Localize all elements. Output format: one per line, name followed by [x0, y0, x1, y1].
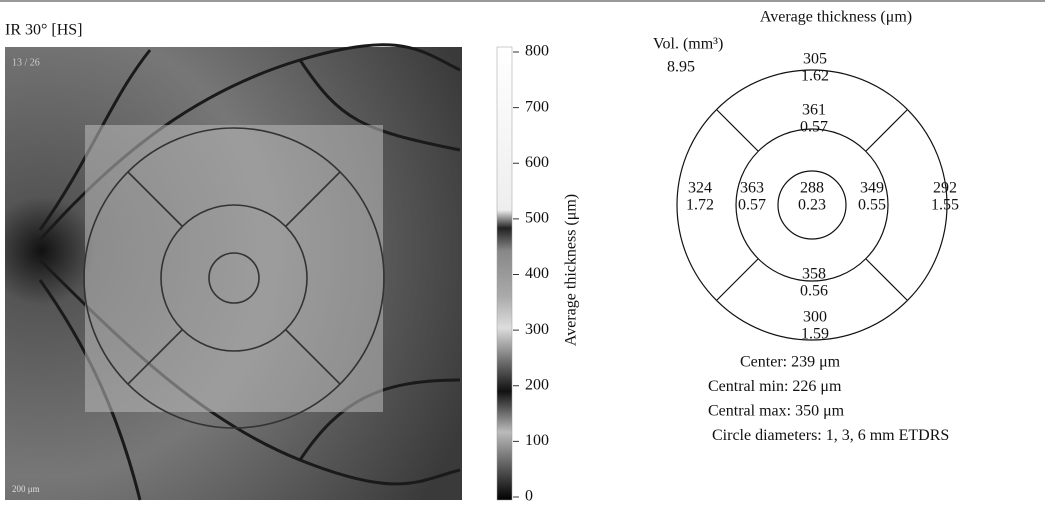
sector-thickness: 363 — [740, 180, 764, 197]
colorbar-tick-label: 600 — [525, 154, 549, 171]
sector-thickness: 305 — [803, 51, 827, 68]
sector-thickness: 292 — [933, 180, 957, 197]
sector-volume: 0.23 — [798, 197, 826, 214]
sector-thickness: 288 — [800, 180, 824, 197]
note: Circle diameters: 1, 3, 6 mm ETDRS — [712, 427, 949, 444]
colorbar-tick-label: 800 — [525, 43, 549, 60]
sector-thickness: 358 — [802, 266, 826, 283]
colorbar-tick-label: 0 — [525, 488, 533, 505]
scan-area — [85, 125, 383, 412]
frame-number: 13 / 26 — [12, 57, 40, 68]
sector-thickness: 349 — [860, 180, 884, 197]
sector-volume: 1.55 — [931, 197, 959, 214]
colorbar-tick-label: 200 — [525, 376, 549, 393]
colorbar-tick-label: 100 — [525, 432, 549, 449]
colorbar-tick-label: 300 — [525, 321, 549, 338]
volume-label: Vol. (mm³) — [653, 36, 723, 53]
sector-volume: 0.57 — [738, 197, 766, 214]
image-title: IR 30° [HS] — [5, 22, 83, 39]
sector-volume: 0.57 — [800, 119, 828, 136]
note: Central min: 226 μm — [708, 378, 842, 395]
note: Center: 239 μm — [740, 354, 841, 371]
sector-volume: 0.55 — [858, 197, 886, 214]
grid-title: Average thickness (μm) — [760, 9, 912, 26]
sector-volume: 1.59 — [801, 326, 829, 343]
sector-volume: 1.72 — [686, 197, 714, 214]
sector-thickness: 324 — [688, 180, 712, 197]
report: IR 30° [HS] 13 / 26 200 μm 0 100 200 300 400… — [0, 0, 1045, 505]
colorbar-tick-label: 700 — [525, 98, 549, 115]
scale-bar: 200 μm — [12, 484, 40, 494]
colorbar-tick-label: 500 — [525, 210, 549, 227]
sector-volume: 0.56 — [800, 283, 828, 300]
sector-thickness: 300 — [803, 309, 827, 326]
sector-volume: 1.62 — [801, 68, 829, 85]
note: Central max: 350 μm — [708, 403, 845, 420]
colorbar-tick-label: 400 — [525, 265, 549, 282]
colorbar-label: Average thickness (μm) — [563, 194, 580, 346]
sector-thickness: 361 — [802, 102, 826, 119]
total-volume: 8.95 — [667, 59, 695, 76]
colorbar — [497, 47, 512, 500]
